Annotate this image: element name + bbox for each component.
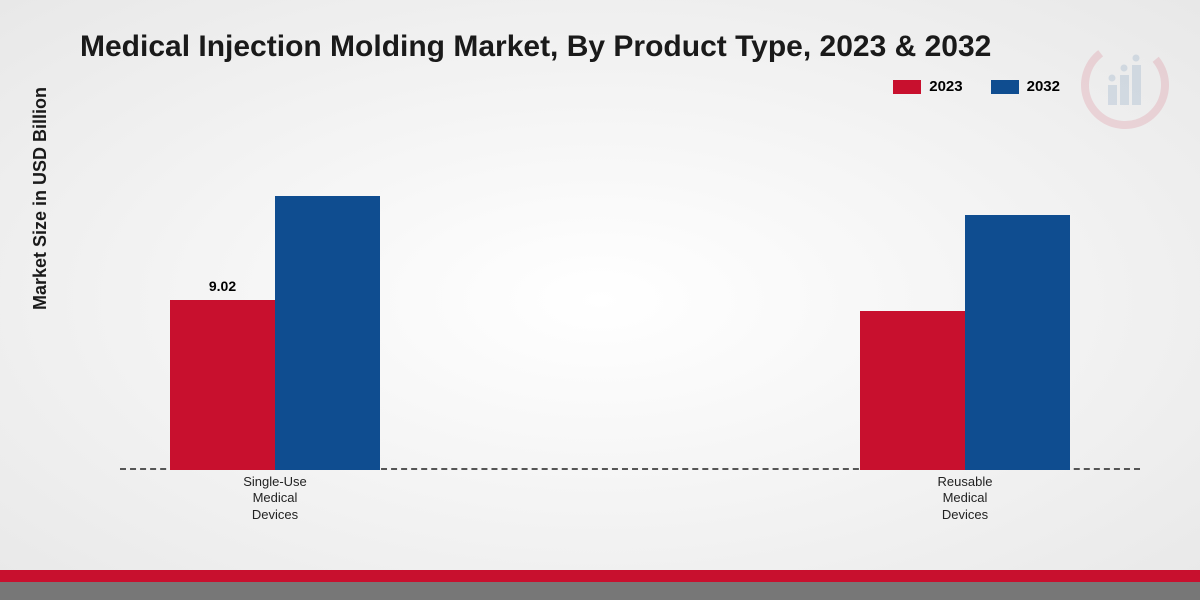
legend-item-2032: 2032 xyxy=(991,78,1060,95)
legend-swatch-2023 xyxy=(893,80,921,94)
bar-1-2023 xyxy=(860,311,965,470)
footer-bar xyxy=(0,570,1200,600)
bar-group-1: Reusable Medical Devices xyxy=(860,215,1070,470)
watermark-logo xyxy=(1080,40,1170,135)
y-axis-label: Market Size in USD Billion xyxy=(30,87,51,310)
category-label-1: Reusable Medical Devices xyxy=(938,474,993,523)
legend: 2023 2032 xyxy=(893,78,1060,95)
bar-0-2023: 9.02 xyxy=(170,300,275,470)
bar-0-2032 xyxy=(275,196,380,470)
legend-swatch-2032 xyxy=(991,80,1019,94)
bar-1-2032 xyxy=(965,215,1070,470)
chart-title: Medical Injection Molding Market, By Pro… xyxy=(80,30,991,64)
plot-area: 9.02 Single-Use Medical Devices Reusable… xyxy=(120,130,1140,470)
legend-label-2023: 2023 xyxy=(929,78,962,95)
bar-group-0: 9.02 Single-Use Medical Devices xyxy=(170,196,380,470)
bar-label-0-2023: 9.02 xyxy=(209,278,236,294)
footer-gray-stripe xyxy=(0,582,1200,600)
category-label-0: Single-Use Medical Devices xyxy=(243,474,307,523)
legend-item-2023: 2023 xyxy=(893,78,962,95)
legend-label-2032: 2032 xyxy=(1027,78,1060,95)
footer-red-stripe xyxy=(0,570,1200,582)
